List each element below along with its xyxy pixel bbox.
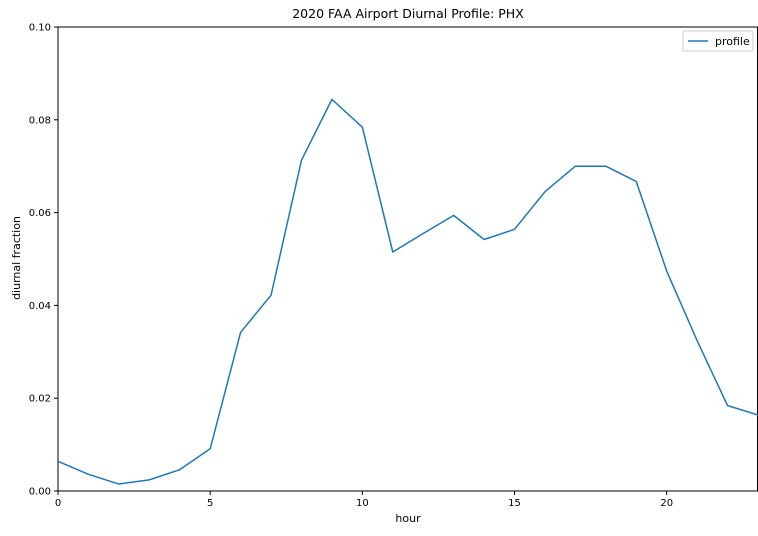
y-axis-label: diurnal fraction	[10, 216, 23, 300]
x-axis-label: hour	[395, 512, 421, 525]
y-tick-label: 0.00	[29, 487, 51, 498]
x-tick-label: 0	[55, 498, 61, 509]
chart-title: 2020 FAA Airport Diurnal Profile: PHX	[292, 6, 524, 21]
series-line-profile	[57, 98, 758, 485]
legend-box	[682, 30, 754, 52]
legend-label: profile	[715, 35, 750, 48]
y-tick-label: 0.04	[29, 301, 51, 312]
y-tick-label: 0.02	[29, 394, 51, 405]
x-tick-label: 5	[207, 498, 213, 509]
x-tick-label: 10	[356, 498, 369, 509]
y-tick-label: 0.08	[29, 115, 51, 126]
legend: profile	[682, 30, 754, 52]
x-tick-label: 15	[508, 498, 521, 509]
x-tick-label: 20	[660, 498, 673, 509]
y-tick-label: 0.10	[29, 23, 51, 34]
plot-area: 0 5 10 15 20 0.00 0.02 0.04 0.06 0.08 0.10 profile	[29, 23, 758, 509]
y-tick-label: 0.06	[29, 208, 51, 219]
